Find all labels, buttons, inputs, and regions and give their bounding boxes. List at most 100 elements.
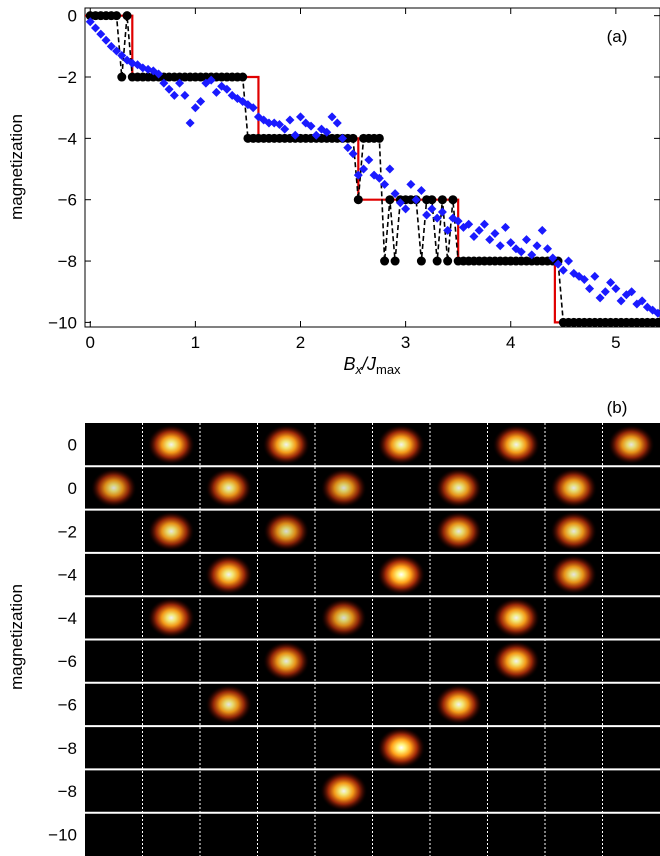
blue-diamond-point	[353, 170, 363, 180]
blue-diamond-point	[627, 287, 637, 297]
blue-diamond-point	[485, 235, 495, 245]
heatmap-spot	[319, 770, 368, 812]
panel-b: (b) magnetization 0 0 −2 −4 −4 −6 −6 −8 −8 −10	[7, 398, 660, 856]
blue-diamond-point	[327, 112, 337, 122]
blue-diamond-point	[479, 219, 489, 229]
blue-diamond-point	[311, 130, 321, 140]
blue-diamond-point	[280, 124, 290, 134]
y-axis-label-b: magnetization	[7, 584, 26, 690]
blue-diamond-point	[154, 69, 164, 79]
heatmap-spot	[377, 553, 426, 596]
blue-diamond-point	[653, 308, 660, 318]
blue-diamond-point	[274, 120, 284, 130]
black-point	[117, 72, 127, 82]
blue-diamond-point	[390, 189, 400, 199]
blue-diamond-point	[85, 17, 95, 27]
black-point	[122, 11, 132, 21]
blue-diamond-point	[295, 112, 305, 122]
x-label-main: B	[343, 354, 355, 374]
black-point	[374, 133, 384, 143]
blue-diamond-point	[169, 90, 179, 100]
x-tick-label: 0	[86, 333, 95, 352]
blue-diamond-point	[595, 293, 605, 303]
heatmap-spot	[320, 598, 367, 638]
blue-diamond-point	[164, 84, 174, 94]
y-tick-label: −4	[58, 129, 77, 148]
blue-diamond-point	[264, 118, 274, 128]
x-label-sub1: x	[354, 362, 362, 377]
blue-diamond-point	[190, 103, 200, 113]
blue-diamond-point	[600, 287, 610, 297]
heatmap-spot	[492, 640, 541, 682]
black-point	[432, 256, 442, 266]
blue-diamond-point	[443, 225, 453, 235]
axis-ticks-a: 0 1 2 3 4 5 0 −2 −4 −6 −8 −10	[48, 7, 660, 352]
row-label: −4	[58, 566, 77, 585]
blue-diamond-point	[490, 228, 500, 238]
y-tick-label: −2	[58, 68, 77, 87]
blue-diamond-point	[469, 232, 479, 242]
blue-diamond-point	[543, 244, 553, 254]
y-tick-label: 0	[68, 7, 77, 26]
blue-diamond-point	[206, 75, 216, 85]
blue-diamond-point	[406, 179, 416, 189]
heatmap-spot	[607, 424, 655, 465]
row-label: −2	[58, 522, 77, 541]
blue-diamond-point	[527, 250, 537, 260]
y-tick-label: −6	[58, 191, 77, 210]
black-point	[348, 133, 358, 143]
heatmap-spot	[434, 684, 483, 725]
black-point	[385, 195, 395, 205]
blue-diamond-point	[564, 256, 574, 266]
blue-diamond-point	[606, 278, 616, 288]
blue-diamond-point	[196, 97, 206, 107]
blue-diamond-point	[159, 78, 169, 88]
heatmap-spot	[435, 468, 483, 508]
heatmap-spot	[204, 554, 253, 595]
blue-diamond-point	[380, 179, 390, 189]
blue-diamond-point	[117, 51, 127, 61]
blue-diamond-point	[411, 195, 421, 205]
blue-diamond-point	[516, 247, 526, 257]
blue-diamond-point	[453, 216, 463, 226]
blue-diamond-point	[332, 118, 342, 128]
blue-diamond-point	[290, 130, 300, 140]
panel-label-a: (a)	[607, 27, 628, 46]
blue-diamond-point	[348, 149, 358, 159]
row-label: −8	[58, 782, 77, 801]
blue-diamond-point	[106, 41, 116, 51]
blue-diamond-point	[579, 274, 589, 284]
row-label: −4	[58, 609, 77, 628]
heatmap-spot	[147, 597, 196, 639]
heatmap-spot	[435, 511, 483, 552]
blue-diamond-point	[395, 198, 405, 208]
heatmap-spot	[492, 597, 541, 639]
blue-diamond-point	[343, 143, 353, 153]
blue-diamond-point	[122, 55, 132, 65]
heatmap-spot	[263, 511, 310, 551]
heatmap-spot	[147, 511, 195, 552]
black-point	[416, 256, 426, 266]
blue-diamond-point	[175, 78, 185, 88]
blue-diamond-point	[553, 259, 563, 269]
black-point	[390, 256, 400, 266]
blue-diamond-point	[474, 225, 484, 235]
blue-diamond-point	[222, 84, 232, 94]
blue-diamond-point	[500, 222, 510, 232]
blue-diamond-point	[611, 284, 621, 294]
blue-diamond-point	[359, 164, 369, 174]
black-point	[353, 195, 363, 205]
heatmap-spot	[90, 468, 137, 508]
black-point	[437, 195, 447, 205]
blue-diamond-point	[338, 133, 348, 143]
row-label: 0	[68, 479, 77, 498]
heatmap-spot	[147, 424, 196, 465]
plot-area-a	[85, 11, 660, 327]
y-tick-label: −10	[48, 313, 77, 332]
black-point	[448, 195, 458, 205]
blue-diamond-point	[427, 204, 437, 214]
blue-diamond-point	[422, 210, 432, 220]
blue-diamond-point	[521, 235, 531, 245]
heatmap-spot	[550, 554, 598, 595]
